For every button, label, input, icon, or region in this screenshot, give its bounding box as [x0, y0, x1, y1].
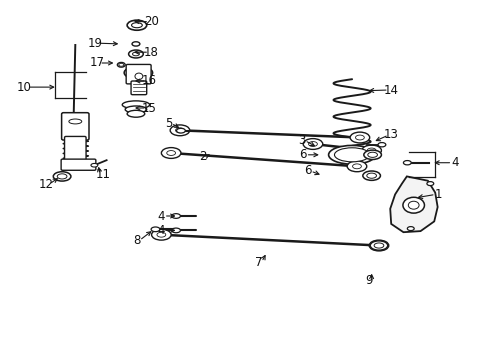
FancyBboxPatch shape [64, 136, 86, 163]
Ellipse shape [402, 197, 424, 213]
Text: 3: 3 [298, 134, 305, 147]
Ellipse shape [161, 148, 181, 158]
Ellipse shape [128, 50, 143, 58]
Ellipse shape [363, 150, 381, 159]
Ellipse shape [157, 232, 165, 237]
Text: 11: 11 [95, 168, 110, 181]
Text: 4: 4 [450, 156, 458, 169]
Text: 8: 8 [133, 234, 141, 247]
Ellipse shape [127, 20, 146, 30]
Ellipse shape [426, 181, 433, 186]
Ellipse shape [349, 132, 369, 143]
Ellipse shape [334, 148, 369, 162]
Text: 9: 9 [365, 274, 372, 287]
Ellipse shape [151, 227, 160, 232]
Ellipse shape [166, 150, 175, 156]
Ellipse shape [407, 201, 418, 209]
Ellipse shape [171, 213, 180, 218]
Text: 20: 20 [144, 15, 159, 28]
Ellipse shape [374, 243, 383, 248]
FancyBboxPatch shape [131, 81, 146, 95]
Text: 1: 1 [433, 188, 441, 201]
Text: 19: 19 [88, 37, 102, 50]
Ellipse shape [366, 148, 375, 153]
FancyBboxPatch shape [61, 113, 89, 140]
Ellipse shape [308, 141, 317, 147]
Ellipse shape [132, 42, 140, 46]
Ellipse shape [124, 66, 152, 79]
Ellipse shape [352, 164, 361, 169]
Text: 15: 15 [142, 102, 156, 114]
Text: 16: 16 [142, 75, 156, 87]
Ellipse shape [303, 139, 322, 149]
Text: 13: 13 [383, 129, 398, 141]
Text: 12: 12 [39, 178, 54, 191]
Ellipse shape [122, 101, 149, 109]
Ellipse shape [132, 52, 139, 56]
Ellipse shape [373, 243, 383, 248]
Ellipse shape [57, 174, 67, 179]
Text: 6: 6 [299, 148, 306, 161]
Polygon shape [389, 176, 437, 232]
Text: 4: 4 [157, 210, 165, 222]
Ellipse shape [369, 241, 387, 250]
Ellipse shape [366, 173, 376, 178]
Ellipse shape [127, 110, 144, 117]
Ellipse shape [171, 228, 180, 233]
Ellipse shape [377, 143, 385, 147]
Ellipse shape [131, 23, 142, 28]
Ellipse shape [407, 227, 413, 230]
Ellipse shape [368, 240, 388, 251]
Ellipse shape [403, 161, 410, 165]
Ellipse shape [91, 163, 98, 167]
Text: 18: 18 [144, 46, 159, 59]
Ellipse shape [175, 128, 184, 133]
Ellipse shape [69, 119, 81, 124]
Text: 4: 4 [157, 224, 165, 237]
Ellipse shape [346, 161, 366, 172]
Ellipse shape [117, 63, 125, 67]
Text: 7: 7 [255, 256, 263, 269]
Text: 10: 10 [17, 81, 32, 94]
Ellipse shape [53, 172, 71, 181]
FancyBboxPatch shape [61, 159, 96, 170]
FancyBboxPatch shape [126, 64, 151, 84]
Ellipse shape [170, 125, 189, 136]
Text: 6: 6 [304, 165, 311, 177]
Text: 17: 17 [89, 57, 104, 69]
Ellipse shape [125, 106, 146, 113]
Ellipse shape [135, 73, 142, 80]
Ellipse shape [151, 229, 171, 240]
Text: 5: 5 [164, 117, 172, 130]
Ellipse shape [355, 135, 364, 140]
Ellipse shape [367, 152, 377, 157]
Text: 2: 2 [199, 150, 206, 163]
Ellipse shape [176, 129, 185, 133]
Ellipse shape [362, 171, 380, 180]
Ellipse shape [328, 145, 375, 164]
Ellipse shape [361, 145, 381, 156]
Text: 14: 14 [383, 84, 398, 96]
Ellipse shape [119, 63, 123, 66]
